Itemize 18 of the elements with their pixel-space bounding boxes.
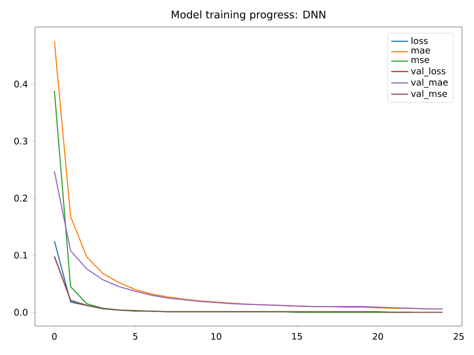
legend-label: val_mse <box>411 90 447 99</box>
y-tick-label: 0.2 <box>14 194 28 202</box>
x-tick-label: 20 <box>372 333 384 340</box>
y-tick-label: 0.4 <box>14 80 28 88</box>
legend-label: mae <box>412 48 430 54</box>
y-tick-label: 0.3 <box>14 138 28 145</box>
y-tick-label: 0.0 <box>14 308 28 316</box>
x-tick-label: 10 <box>211 333 222 340</box>
x-tick-label: 15 <box>292 333 302 340</box>
legend-label: loss <box>412 37 428 44</box>
chart-title: Model training progress: DNN <box>172 10 326 20</box>
legend-label: mse <box>412 58 430 64</box>
legend-label: val_loss <box>411 67 446 76</box>
x-tick-label: 5 <box>133 333 138 340</box>
x-tick-label: 25 <box>454 333 464 340</box>
y-tick-label: 0.1 <box>14 252 28 259</box>
x-tick-label: 0 <box>52 333 57 340</box>
legend-label: val_mae <box>411 78 448 88</box>
